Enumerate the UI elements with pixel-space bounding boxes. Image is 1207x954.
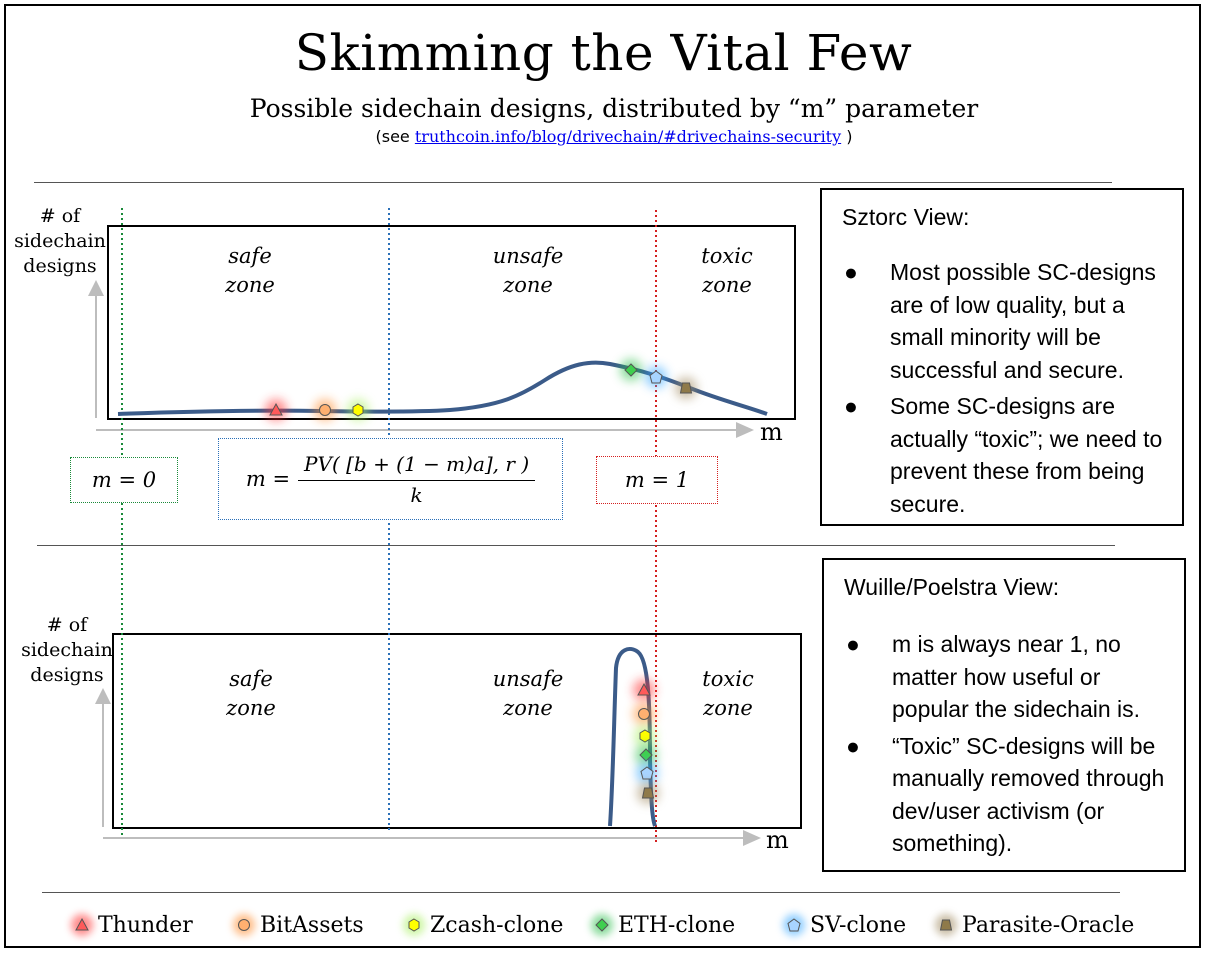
bottom-plot-box: [112, 633, 802, 829]
triangle-icon: [71, 914, 93, 936]
top-toxic-zone-line-1: toxic: [701, 244, 753, 268]
bottom-ylabel-line-2: sidechain: [21, 639, 113, 661]
top-safe-zone-line-1: safe: [228, 244, 272, 268]
top-ylabel-line-2: sidechain: [14, 230, 106, 252]
divider-top: [34, 182, 1112, 183]
bottom-unsafe-zone-line-1: unsafe: [492, 667, 564, 691]
bullet-icon: ●: [846, 631, 860, 657]
bottom-safe-zone-line-1: safe: [229, 667, 273, 691]
legend-label: Thunder: [98, 912, 193, 938]
reference-prefix: (see: [375, 127, 415, 146]
wuille-view-title: Wuille/Poelstra View:: [844, 574, 1060, 600]
bottom-toxic-zone-line-2: zone: [703, 696, 753, 720]
top-unsafe-zone-label: unsafe zone: [468, 242, 588, 300]
wuille-bullet-2-text: “Toxic” SC-designs will be manually remo…: [892, 732, 1165, 857]
legend-label: ETH-clone: [618, 912, 736, 938]
legend-label: Parasite-Oracle: [962, 912, 1135, 938]
legend-label: Zcash-clone: [430, 912, 564, 938]
wuille-view-box: Wuille/Poelstra View: ● m is always near …: [822, 558, 1186, 872]
top-ylabel-line-3: designs: [23, 255, 97, 277]
m-zero-box: m = 0: [70, 457, 178, 503]
legend-item: ETH-clone: [590, 908, 735, 942]
legend-item: BitAssets: [232, 908, 364, 942]
top-toxic-zone-line-2: zone: [702, 273, 752, 297]
diamond-icon: [591, 914, 613, 936]
formula-fraction: PV( [b + (1 − m)a], r ) k: [298, 452, 536, 507]
legend-item: Zcash-clone: [402, 908, 563, 942]
formula-lhs: m =: [245, 467, 291, 491]
divider-middle: [37, 545, 1115, 546]
circle-icon: [233, 914, 255, 936]
page-title: Skimming the Vital Few: [294, 24, 913, 82]
bullet-icon: ●: [844, 393, 858, 419]
bottom-unsafe-zone-line-2: zone: [503, 696, 553, 720]
sztorc-view-title: Sztorc View:: [842, 204, 970, 230]
wuille-bullet-2: ● “Toxic” SC-designs will be manually rem…: [844, 730, 1172, 860]
bottom-safe-zone-label: safe zone: [191, 665, 311, 723]
page-subtitle: Possible sidechain designs, distributed …: [249, 94, 979, 123]
m-one-box: m = 1: [596, 456, 718, 504]
sztorc-bullet-2-text: Some SC-designs are actually “toxic”; we…: [890, 393, 1163, 517]
pentagon-icon: [783, 914, 805, 936]
formula-box: m = PV( [b + (1 − m)a], r ) k: [218, 438, 563, 520]
wuille-view-list: ● m is always near 1, no matter how usefu…: [844, 628, 1172, 864]
legend-item: Parasite-Oracle: [934, 908, 1134, 942]
top-ylabel: # of sidechain designs: [10, 204, 110, 279]
bottom-unsafe-zone-label: unsafe zone: [468, 665, 588, 723]
top-toxic-zone-label: toxic zone: [667, 242, 787, 300]
reference-suffix: ): [841, 127, 853, 146]
bottom-toxic-zone-label: toxic zone: [668, 665, 788, 723]
sztorc-bullet-1: ● Most possible SC-designs are of low qua…: [842, 256, 1170, 386]
sztorc-bullet-1-text: Most possible SC-designs are of low qual…: [890, 259, 1156, 383]
reference-line: (see truthcoin.info/blog/drivechain/#dri…: [0, 127, 1207, 146]
bottom-xlabel: m: [766, 826, 789, 854]
reference-link[interactable]: truthcoin.info/blog/drivechain/#drivecha…: [414, 127, 842, 146]
top-plot-box: [107, 225, 796, 420]
bottom-ylabel-line-3: designs: [30, 664, 104, 686]
legend-label: SV-clone: [810, 912, 907, 938]
bottom-ylabel-line-1: # of: [46, 614, 88, 636]
m-zero-label: m = 0: [91, 468, 157, 492]
bottom-safe-zone-line-2: zone: [226, 696, 276, 720]
legend-item: Thunder: [70, 908, 193, 942]
sztorc-view-list: ● Most possible SC-designs are of low qua…: [842, 256, 1170, 524]
m-one-label: m = 1: [624, 468, 690, 492]
top-unsafe-zone-line-1: unsafe: [492, 244, 564, 268]
bottom-ylabel: # of sidechain designs: [17, 613, 117, 688]
sztorc-bullet-2: ● Some SC-designs are actually “toxic”; w…: [842, 390, 1170, 520]
legend-label: BitAssets: [260, 912, 364, 938]
top-xlabel: m: [760, 418, 783, 446]
divider-bottom: [42, 892, 1120, 893]
top-unsafe-zone-line-2: zone: [503, 273, 553, 297]
formula-numerator: PV( [b + (1 − m)a], r ): [298, 452, 536, 481]
top-safe-zone-line-2: zone: [225, 273, 275, 297]
figure-frame: [4, 4, 1201, 948]
wuille-bullet-1-text: m is always near 1, no matter how useful…: [892, 631, 1141, 722]
bottom-toxic-zone-line-1: toxic: [702, 667, 754, 691]
legend-item: SV-clone: [782, 908, 906, 942]
hexagon-icon: [403, 914, 425, 936]
sztorc-view-box: Sztorc View: ● Most possible SC-designs a…: [820, 188, 1184, 526]
trapezoid-icon: [935, 914, 957, 936]
top-safe-zone-label: safe zone: [190, 242, 310, 300]
bullet-icon: ●: [844, 259, 858, 285]
wuille-bullet-1: ● m is always near 1, no matter how usefu…: [844, 628, 1172, 726]
formula-denominator: k: [410, 482, 423, 507]
bullet-icon: ●: [846, 732, 860, 759]
top-ylabel-line-1: # of: [39, 205, 81, 227]
